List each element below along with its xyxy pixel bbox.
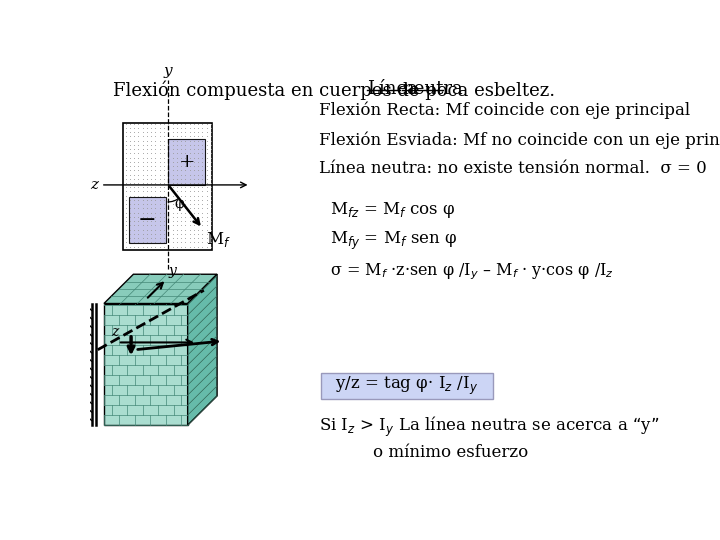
Text: Línea: Línea [367,80,418,98]
Polygon shape [168,139,205,185]
Text: −: − [138,210,157,231]
Text: Si I$_{z}$ > I$_{y}$ La línea neutra se acerca a “y”: Si I$_{z}$ > I$_{y}$ La línea neutra se … [319,414,659,438]
Text: M$_f$: M$_f$ [206,230,230,249]
Text: o mínimo esfuerzo: o mínimo esfuerzo [373,444,528,461]
Text: M$_{fy}$ = M$_{f}$ sen φ: M$_{fy}$ = M$_{f}$ sen φ [330,230,458,252]
Text: Flexión compuesta en cuerpos de poca esbeltez.: Flexión compuesta en cuerpos de poca esb… [113,80,567,100]
Polygon shape [188,274,217,425]
Text: neutra: neutra [402,80,463,98]
Text: Flexión Recta: Mf coincide con eje principal: Flexión Recta: Mf coincide con eje princ… [319,102,690,119]
Text: y/z = tag φ· I$_{z}$ /I$_{y}$: y/z = tag φ· I$_{z}$ /I$_{y}$ [336,375,479,397]
Text: Línea neutra: no existe tensión normal.  σ = 0: Línea neutra: no existe tensión normal. … [319,160,706,177]
Polygon shape [129,197,166,244]
Polygon shape [104,303,188,425]
Text: M$_{fz}$ = M$_{f}$ cos φ: M$_{fz}$ = M$_{f}$ cos φ [330,200,456,220]
Text: z: z [90,178,98,192]
Text: y: y [168,264,176,278]
FancyBboxPatch shape [321,373,493,399]
Text: Flexión Esviada: Mf no coincide con un eje principal: Flexión Esviada: Mf no coincide con un e… [319,131,720,148]
Text: φ: φ [174,197,184,211]
Polygon shape [122,123,212,249]
Text: y: y [164,64,173,78]
Text: z: z [111,326,118,339]
Text: +: + [179,153,195,171]
Text: σ = M$_{f}$ ·z·sen φ /I$_{y}$ – M$_{f}$ · y·cos φ /I$_{z}$: σ = M$_{f}$ ·z·sen φ /I$_{y}$ – M$_{f}$ … [330,261,614,282]
Polygon shape [104,274,217,303]
